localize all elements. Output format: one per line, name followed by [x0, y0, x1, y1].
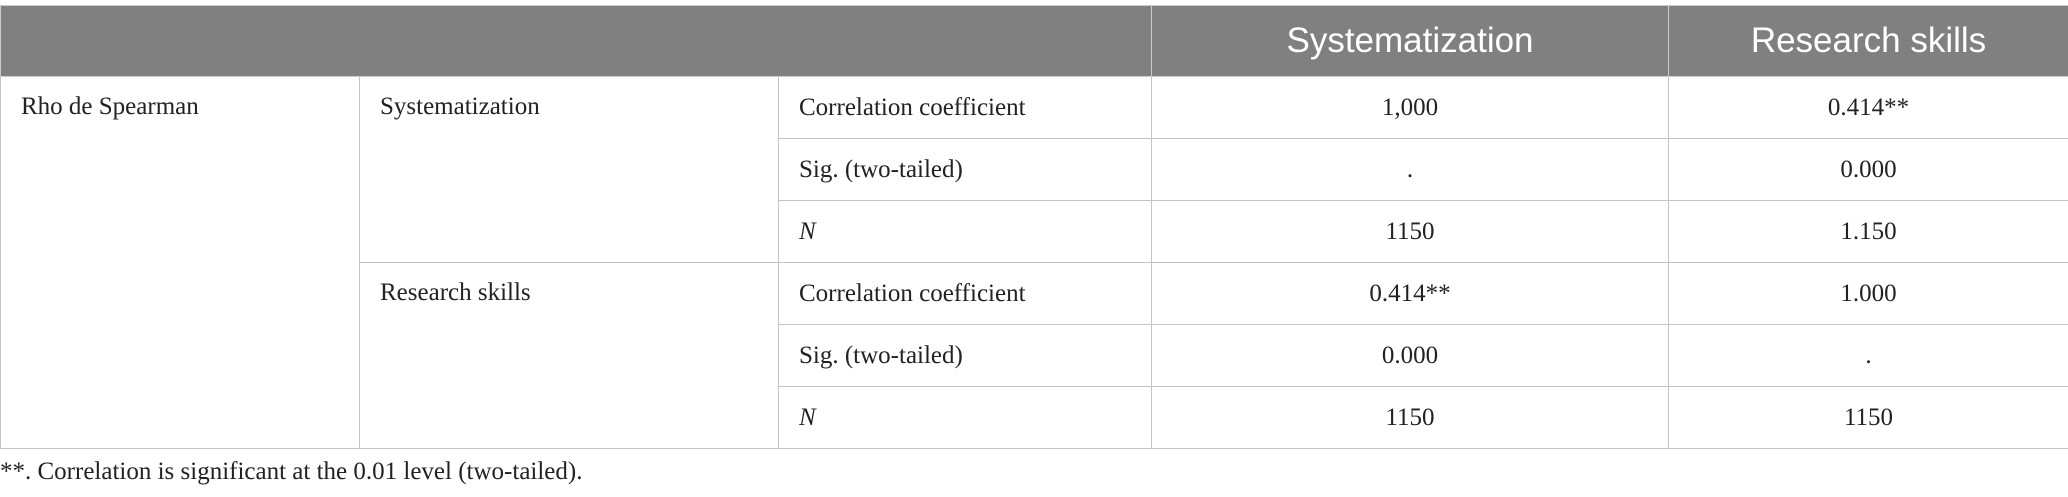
variable-cell: Research skills	[359, 262, 779, 449]
row: N 1150 1.150	[1, 200, 2068, 263]
value-cell: 0.414**	[1668, 76, 2068, 139]
value-cell: .	[1668, 324, 2068, 387]
row: N 1150 1150	[1, 386, 2068, 449]
value-cell: 1.150	[1668, 200, 2068, 263]
footnote: **. Correlation is significant at the 0.…	[0, 458, 583, 485]
variable-cell: Systematization	[359, 76, 779, 263]
value-cell: 0.000	[1668, 138, 2068, 201]
header-cell: Research skills	[1668, 5, 2068, 77]
value-cell: 1150	[1151, 200, 1669, 263]
correlation-table: Systematization Research skills Rho de S…	[0, 5, 2068, 449]
header-cell: Systematization	[1151, 5, 1669, 77]
row: Sig. (two-tailed) . 0.000	[1, 138, 2068, 201]
stat-cell: Sig. (two-tailed)	[778, 138, 1152, 201]
stat-cell: Correlation coefficient	[778, 76, 1152, 139]
stat-cell: N	[778, 200, 1152, 263]
stat-cell: N	[778, 386, 1152, 449]
row: Research skills Correlation coefficient …	[1, 262, 2068, 449]
stat-cell: Correlation coefficient	[778, 262, 1152, 325]
value-cell: 1.000	[1668, 262, 2068, 325]
group-cell: Rho de Spearman	[0, 76, 360, 449]
value-cell: 1,000	[1151, 76, 1669, 139]
row: Rho de Spearman Systematization Correlat…	[0, 76, 2068, 449]
empty-header	[0, 5, 1152, 77]
stat-cell: Sig. (two-tailed)	[778, 324, 1152, 387]
header-row: Systematization Research skills	[0, 5, 2068, 77]
value-cell: 0.000	[1151, 324, 1669, 387]
value-cell: .	[1151, 138, 1669, 201]
value-cell: 1150	[1668, 386, 2068, 449]
value-cell: 1150	[1151, 386, 1669, 449]
value-cell: 0.414**	[1151, 262, 1669, 325]
row: Sig. (two-tailed) 0.000 .	[1, 324, 2068, 387]
